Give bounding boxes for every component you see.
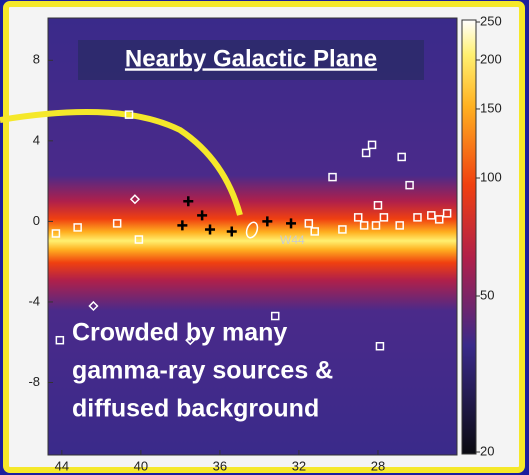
y-tick-label: 0 — [33, 213, 40, 228]
y-tick-label: 8 — [33, 52, 40, 67]
annotation: gamma-ray sources & — [72, 357, 333, 385]
colorbar-tick-label: 150 — [480, 100, 502, 115]
page: {"chart_data": {"type": "scatter", "titl… — [0, 0, 529, 475]
colorbar-tick-label: 250 — [480, 13, 502, 28]
y-tick-label: -4 — [28, 293, 40, 308]
annotation: Crowded by many — [72, 319, 287, 347]
y-tick-label: -8 — [28, 374, 40, 389]
annotation: diffused background — [72, 395, 319, 423]
x-tick-label: 28 — [371, 458, 385, 473]
y-tick-label: 4 — [33, 132, 40, 147]
x-tick-label: 40 — [134, 458, 148, 473]
colorbar-tick-label: 20 — [480, 443, 494, 458]
colorbar — [462, 20, 476, 454]
x-tick-label: 32 — [292, 458, 306, 473]
x-tick-label: 44 — [55, 458, 69, 473]
chart-title: Nearby Galactic Plane — [125, 45, 377, 72]
chart: Nearby Galactic Plane W44 4440363228840-… — [0, 0, 529, 475]
x-tick-label: 36 — [213, 458, 227, 473]
colorbar-tick-label: 200 — [480, 51, 502, 66]
source-label: W44 — [280, 233, 305, 247]
colorbar-tick-label: 50 — [480, 287, 494, 302]
colorbar-tick-label: 100 — [480, 169, 502, 184]
